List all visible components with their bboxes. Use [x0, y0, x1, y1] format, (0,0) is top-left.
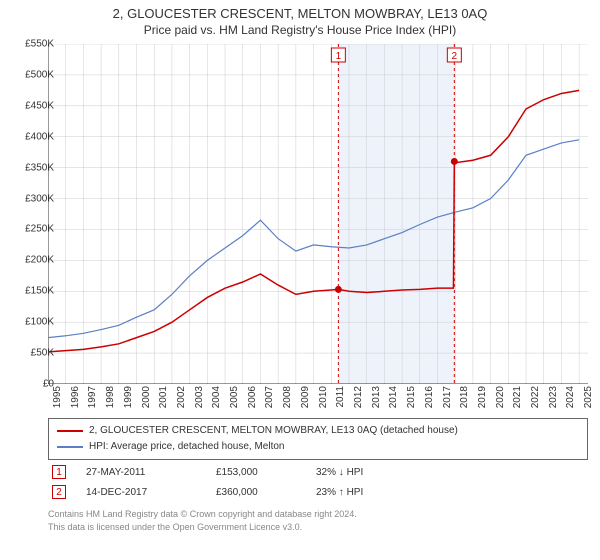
- x-tick-label: 2015: [406, 386, 417, 416]
- x-tick-label: 2025: [583, 386, 594, 416]
- legend: 2, GLOUCESTER CRESCENT, MELTON MOWBRAY, …: [48, 418, 588, 460]
- event-price: £360,000: [216, 487, 296, 498]
- event-price: £153,000: [216, 467, 296, 478]
- y-tick-label: £0: [8, 379, 54, 390]
- legend-swatch: [57, 430, 83, 432]
- chart-plot: 12: [48, 44, 588, 384]
- x-tick-label: 2009: [300, 386, 311, 416]
- event-date: 14-DEC-2017: [86, 487, 196, 498]
- x-tick-label: 1998: [105, 386, 116, 416]
- x-tick-label: 1999: [123, 386, 134, 416]
- y-tick-label: £50K: [8, 348, 54, 359]
- legend-label: 2, GLOUCESTER CRESCENT, MELTON MOWBRAY, …: [89, 423, 458, 439]
- y-tick-label: £200K: [8, 255, 54, 266]
- y-tick-label: £400K: [8, 131, 54, 142]
- legend-swatch: [57, 446, 83, 448]
- event-row: 2 14-DEC-2017 £360,000 23% ↑ HPI: [48, 482, 588, 502]
- x-tick-label: 2024: [565, 386, 576, 416]
- footer-line1: Contains HM Land Registry data © Crown c…: [48, 508, 357, 521]
- event-delta: 23% ↑ HPI: [316, 487, 406, 498]
- x-tick-label: 2019: [477, 386, 488, 416]
- event-row: 1 27-MAY-2011 £153,000 32% ↓ HPI: [48, 462, 588, 482]
- x-tick-label: 2011: [335, 386, 346, 416]
- y-tick-label: £250K: [8, 224, 54, 235]
- y-tick-label: £350K: [8, 162, 54, 173]
- y-tick-label: £450K: [8, 100, 54, 111]
- event-marker-number: 2: [52, 485, 66, 499]
- legend-item: 2, GLOUCESTER CRESCENT, MELTON MOWBRAY, …: [57, 423, 579, 439]
- event-date: 27-MAY-2011: [86, 467, 196, 478]
- x-tick-label: 2002: [176, 386, 187, 416]
- x-tick-label: 2022: [530, 386, 541, 416]
- chart-subtitle: Price paid vs. HM Land Registry's House …: [0, 21, 600, 41]
- x-tick-label: 2013: [371, 386, 382, 416]
- x-tick-label: 2001: [158, 386, 169, 416]
- x-tick-label: 1996: [70, 386, 81, 416]
- event-marker-number: 1: [52, 465, 66, 479]
- x-tick-label: 2023: [548, 386, 559, 416]
- x-tick-label: 2003: [194, 386, 205, 416]
- x-tick-label: 1995: [52, 386, 63, 416]
- x-tick-label: 2005: [229, 386, 240, 416]
- x-tick-label: 2008: [282, 386, 293, 416]
- x-tick-label: 2017: [442, 386, 453, 416]
- x-tick-label: 2012: [353, 386, 364, 416]
- y-tick-label: £550K: [8, 39, 54, 50]
- chart-title: 2, GLOUCESTER CRESCENT, MELTON MOWBRAY, …: [0, 0, 600, 21]
- x-tick-label: 2018: [459, 386, 470, 416]
- x-tick-label: 2010: [318, 386, 329, 416]
- chart-container: 2, GLOUCESTER CRESCENT, MELTON MOWBRAY, …: [0, 0, 600, 560]
- event-table: 1 27-MAY-2011 £153,000 32% ↓ HPI 2 14-DEC-201…: [48, 462, 588, 502]
- y-tick-label: £150K: [8, 286, 54, 297]
- x-tick-label: 2007: [264, 386, 275, 416]
- y-tick-label: £300K: [8, 193, 54, 204]
- x-tick-label: 1997: [87, 386, 98, 416]
- footer-line2: This data is licensed under the Open Gov…: [48, 521, 357, 534]
- event-delta: 32% ↓ HPI: [316, 467, 406, 478]
- y-tick-label: £500K: [8, 69, 54, 80]
- x-tick-label: 2014: [388, 386, 399, 416]
- x-tick-label: 2000: [141, 386, 152, 416]
- x-tick-label: 2021: [512, 386, 523, 416]
- svg-text:2: 2: [452, 51, 458, 62]
- svg-text:1: 1: [336, 51, 342, 62]
- x-tick-label: 2004: [211, 386, 222, 416]
- legend-label: HPI: Average price, detached house, Melt…: [89, 439, 285, 455]
- x-tick-label: 2020: [495, 386, 506, 416]
- y-tick-label: £100K: [8, 317, 54, 328]
- footer-attribution: Contains HM Land Registry data © Crown c…: [48, 508, 357, 534]
- x-tick-label: 2016: [424, 386, 435, 416]
- x-tick-label: 2006: [247, 386, 258, 416]
- legend-item: HPI: Average price, detached house, Melt…: [57, 439, 579, 455]
